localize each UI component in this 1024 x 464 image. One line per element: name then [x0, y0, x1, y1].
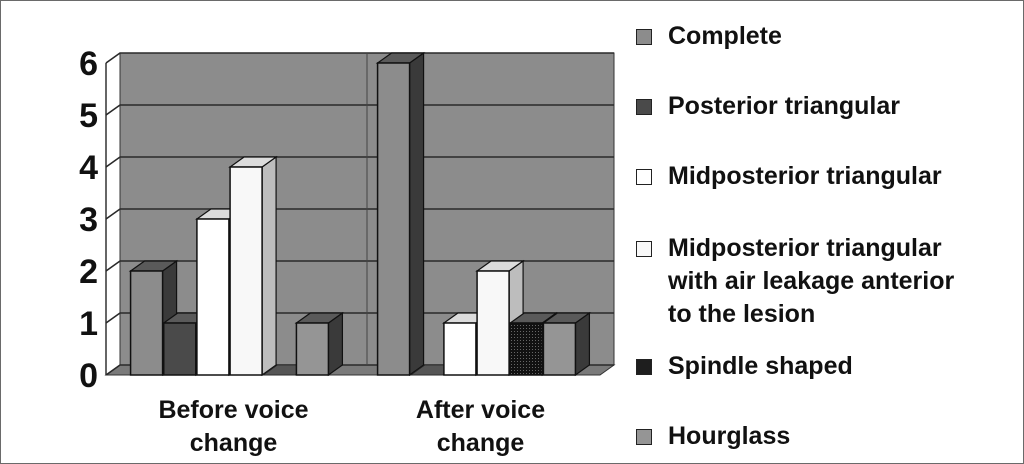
- x-axis-ticks: Before voice change After voice change: [158, 396, 545, 457]
- bars: [128, 51, 592, 377]
- legend-label: Spindle shaped: [668, 352, 853, 380]
- gridline: [105, 208, 614, 220]
- bar-side: [408, 51, 425, 377]
- gridline: [105, 104, 614, 116]
- bar-front: [476, 270, 510, 376]
- y-tick-label: 4: [79, 149, 98, 187]
- legend-item: Spindle shaped: [636, 350, 1008, 383]
- legend-swatch: [636, 169, 652, 185]
- gridline: [105, 260, 614, 272]
- bar: [228, 155, 278, 377]
- legend-swatch: [636, 241, 652, 257]
- bar-front: [129, 270, 164, 376]
- bar-front: [196, 218, 230, 376]
- bar-front: [295, 322, 330, 376]
- legend-item: Hourglass: [636, 420, 1008, 453]
- y-tick-label: 3: [79, 201, 98, 239]
- legend-swatch: [636, 29, 652, 45]
- y-tick-label: 5: [79, 97, 98, 135]
- gridline: [105, 156, 614, 168]
- gridline: [105, 52, 614, 64]
- bar-side: [327, 311, 344, 377]
- bar: [294, 311, 345, 377]
- bar-front: [376, 62, 411, 376]
- legend-label: Complete: [668, 22, 782, 50]
- bar-front: [509, 322, 543, 376]
- bar: [375, 51, 426, 377]
- y-axis-ticks: 0 1 2 3 4 5 6: [79, 45, 98, 395]
- legend-item: Complete: [636, 20, 1008, 53]
- y-tick-label: 1: [79, 305, 98, 343]
- legend-label: Midposterior triangular: [668, 162, 942, 190]
- y-tick-label: 6: [79, 45, 98, 83]
- bar-front: [542, 322, 577, 376]
- legend-item: Midposterior triangular with air leakage …: [636, 232, 1008, 331]
- bar-side: [261, 155, 277, 377]
- bar-front: [163, 322, 197, 376]
- bar-front: [443, 322, 477, 376]
- x-tick-label: Before voice change: [158, 396, 308, 457]
- bar-front: [229, 166, 263, 376]
- bar-side: [574, 311, 591, 377]
- legend-label: Hourglass: [668, 422, 791, 450]
- legend-swatch: [636, 359, 652, 375]
- legend-label: Posterior triangular: [668, 92, 900, 120]
- legend-swatch: [636, 429, 652, 445]
- legend-item: Midposterior triangular: [636, 160, 1008, 193]
- legend-label: Midposterior triangular with air leakage …: [668, 234, 955, 328]
- legend-item: Posterior triangular: [636, 90, 1008, 123]
- x-tick-label: After voice change: [416, 396, 545, 457]
- y-tick-label: 0: [79, 357, 98, 395]
- bar: [541, 311, 592, 377]
- legend-swatch: [636, 99, 652, 115]
- gridline: [105, 312, 614, 324]
- y-tick-label: 2: [79, 253, 98, 291]
